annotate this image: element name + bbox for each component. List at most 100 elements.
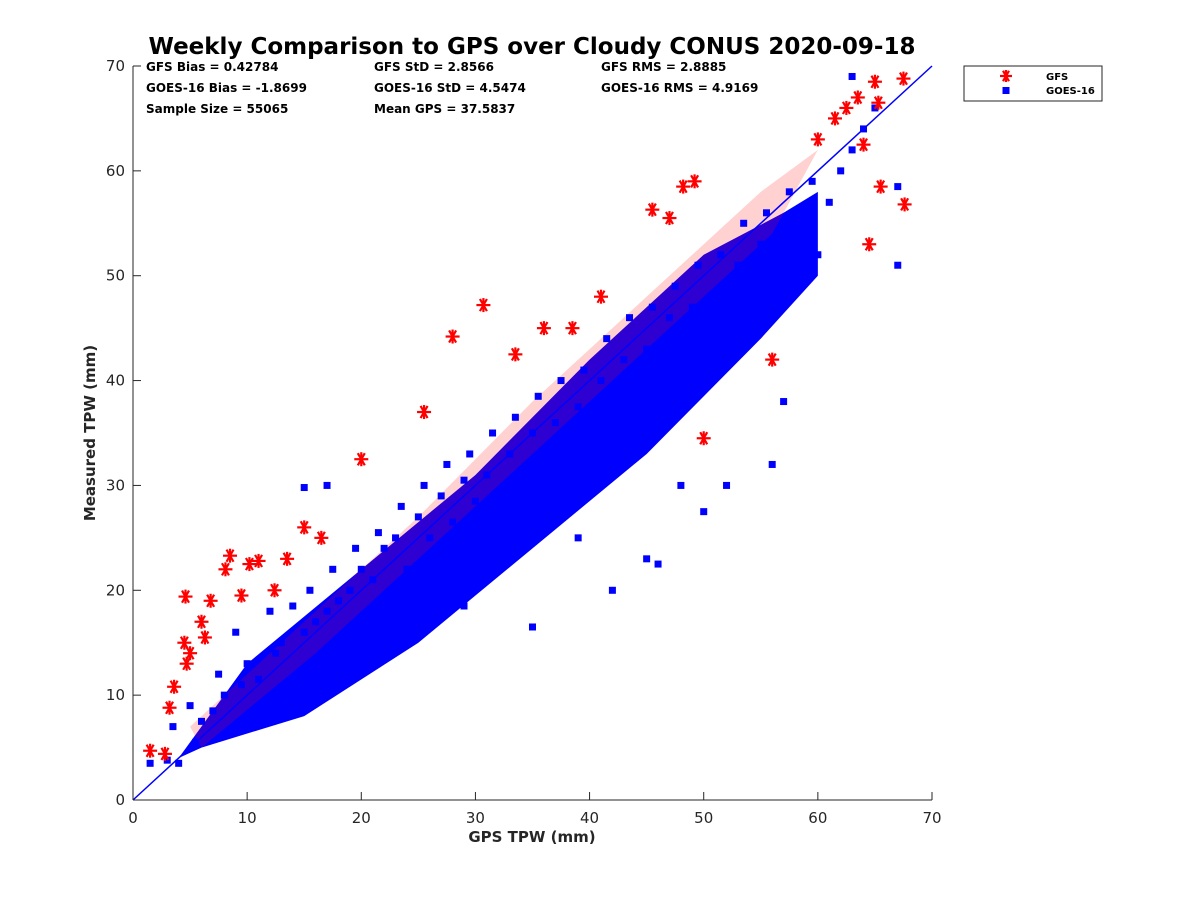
goes16-point: [791, 272, 799, 280]
goes16-point: [603, 335, 611, 343]
goes16-point: [232, 628, 240, 636]
goes16-point: [437, 492, 445, 500]
gfs-point: [687, 174, 702, 189]
goes16-point: [665, 314, 673, 322]
gfs-point: [194, 614, 209, 629]
chart-title: Weekly Comparison to GPS over Cloudy CON…: [149, 34, 916, 60]
goes16-point: [529, 623, 536, 631]
goes16-point: [209, 707, 217, 715]
goes16-point: [620, 356, 628, 364]
goes16-point: [374, 529, 382, 537]
stat-text: GFS Bias = 0.42784: [146, 60, 278, 74]
gfs-point: [354, 452, 369, 467]
stat-text: GFS StD = 2.8566: [374, 60, 494, 74]
gfs-point: [676, 179, 691, 194]
goes16-point: [694, 261, 702, 269]
goes16-point: [780, 219, 788, 227]
gfs-point: [178, 589, 193, 604]
goes16-point: [392, 534, 400, 542]
goes16-point: [768, 460, 776, 468]
goes16-point: [403, 565, 411, 573]
goes16-point: [449, 518, 457, 526]
x-tick-label: 0: [128, 809, 138, 827]
gfs-point: [267, 583, 282, 598]
legend: GFS GOES-16: [963, 65, 1103, 102]
goes16-point: [420, 481, 428, 489]
goes16-point: [848, 72, 856, 80]
gfs-point: [197, 630, 212, 645]
x-tick-label: 30: [466, 809, 485, 827]
gfs-point: [862, 237, 877, 252]
goes16-point: [671, 282, 679, 290]
gfs-point: [234, 588, 249, 603]
goes16-density-band: [178, 191, 818, 759]
goes16-point: [894, 183, 902, 191]
goes16-point: [551, 419, 559, 427]
goes16-point: [346, 628, 354, 636]
goes16-point: [563, 439, 571, 447]
goes16-point: [489, 429, 497, 437]
goes16-point: [825, 198, 833, 206]
gfs-point: [536, 321, 551, 336]
goes16-point: [643, 555, 651, 563]
goes16-point: [534, 392, 542, 400]
goes16-point: [740, 219, 748, 227]
goes16-point: [237, 681, 245, 689]
y-tick-label: 60: [106, 162, 125, 180]
goes16-point: [648, 303, 656, 311]
annotations: Weekly Comparison to GPS over Cloudy CON…: [81, 34, 915, 846]
goes16-point: [186, 702, 194, 710]
stat-text: Mean GPS = 37.5837: [374, 102, 515, 116]
gfs-point: [662, 211, 677, 226]
goes16-point: [757, 240, 765, 248]
gfs-point: [850, 90, 865, 105]
goes16-point: [723, 481, 731, 489]
goes16-point: [723, 303, 731, 311]
legend-gfs-marker: [1000, 70, 1012, 82]
goes16-point: [608, 586, 616, 594]
goes16-point: [460, 476, 468, 484]
gfs-point: [157, 746, 172, 761]
goes16-point: [688, 303, 696, 311]
goes16-point: [329, 565, 337, 573]
gfs-point: [867, 74, 882, 89]
gfs-point: [565, 321, 580, 336]
goes16-point: [574, 403, 582, 411]
gfs-point: [203, 593, 218, 608]
goes16-point: [574, 534, 582, 542]
goes16-point: [306, 586, 314, 594]
y-tick-label: 10: [106, 686, 125, 704]
goes16-point: [643, 345, 651, 353]
goes16-point: [837, 167, 845, 175]
goes16-point: [848, 146, 856, 154]
axes: 0 10 20 30 40 50 60 70 0 10 20 30 40 50 60 70: [106, 57, 942, 827]
goes16-point: [163, 756, 171, 764]
goes16-point: [426, 534, 434, 542]
goes16-point: [785, 188, 793, 196]
goes16-point: [243, 660, 251, 668]
goes16-point: [175, 759, 183, 767]
goes16-point: [734, 261, 742, 269]
legend-box: [963, 65, 1103, 102]
gfs-point: [765, 352, 780, 367]
goes16-point: [414, 513, 422, 521]
goes16-point: [717, 251, 725, 259]
x-tick-label: 40: [580, 809, 599, 827]
goes16-point: [745, 282, 753, 290]
x-tick-label: 10: [238, 809, 257, 827]
goes16-point: [631, 387, 639, 395]
gfs-point: [856, 137, 871, 152]
goes16-point: [346, 586, 354, 594]
gfs-point: [445, 329, 460, 344]
stats-block: GFS Bias = 0.42784 GFS StD = 2.8566 GFS RM…: [146, 60, 758, 116]
goes16-point: [654, 560, 662, 568]
goes16-point: [608, 408, 616, 416]
x-tick-label: 50: [694, 809, 713, 827]
gfs-point: [218, 562, 233, 577]
goes16-point: [443, 460, 451, 468]
goes16-point: [894, 261, 902, 269]
gfs-point: [593, 289, 608, 304]
gfs-point: [810, 132, 825, 147]
goes16-point: [197, 717, 205, 725]
